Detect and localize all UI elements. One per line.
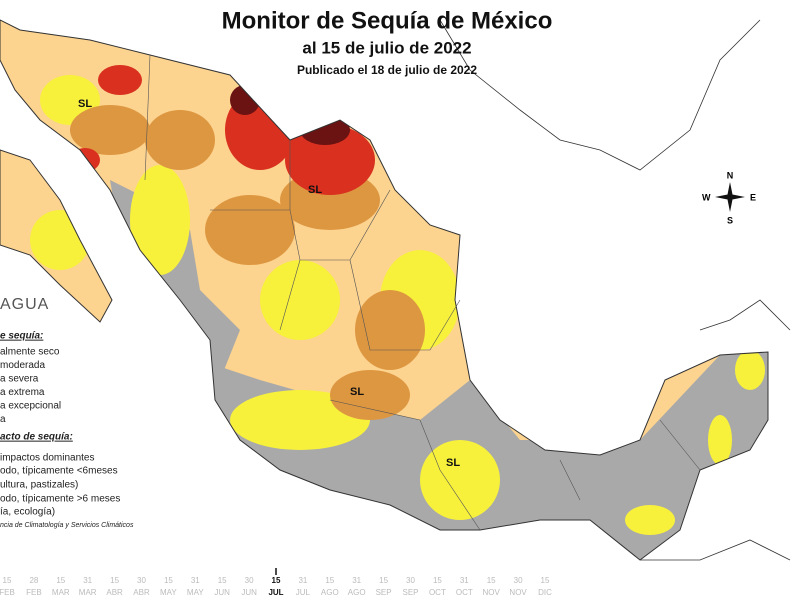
timeline-day: 30	[406, 576, 415, 585]
timeline-day: 15	[3, 576, 12, 585]
timeline-day: 15	[433, 576, 442, 585]
legend-title: acto de sequía:	[0, 432, 73, 443]
timeline-day: 31	[298, 576, 307, 585]
timeline-day: 28	[29, 576, 38, 585]
timeline-month: AGO	[321, 588, 339, 597]
timeline-day: 15	[487, 576, 496, 585]
map-label: SL	[78, 98, 92, 110]
legend-item: a severa	[0, 374, 39, 385]
legend-item: moderada	[0, 360, 45, 371]
legend-item: ultura, pastizales)	[0, 480, 78, 491]
timeline-day: 15	[56, 576, 65, 585]
timeline-day: 30	[514, 576, 523, 585]
compass-s: S	[727, 215, 733, 225]
legend-item: ía, ecología)	[0, 507, 55, 518]
timeline-day: 30	[245, 576, 254, 585]
timeline-month: MAY	[160, 588, 177, 597]
legend-item: almente seco	[0, 347, 60, 358]
central-america	[640, 539, 791, 561]
legend-item: odo, típicamente <6meses	[0, 466, 118, 477]
mexico-outline	[0, 19, 769, 561]
timeline: 15 FEB 28 FEB 15 MAR 31 MAR 15 ABR 30 ABR 15 MAY 31 MAY…	[0, 568, 552, 597]
timeline-month: AGO	[348, 588, 366, 597]
timeline-day: 31	[191, 576, 200, 585]
legend-item: impactos dominantes	[0, 453, 95, 464]
timeline-month: NOV	[509, 588, 527, 597]
timeline-month: ABR	[106, 588, 123, 597]
compass: N S E W	[702, 170, 756, 225]
legend-title: e sequía:	[0, 331, 43, 342]
timeline-month: MAR	[79, 588, 97, 597]
timeline-month: OCT	[456, 588, 473, 597]
timeline-day: 15	[541, 576, 550, 585]
timeline-month: JUL	[296, 588, 311, 597]
compass-n: N	[727, 170, 734, 180]
timeline-day: 15	[272, 576, 281, 585]
credit: ncia de Climatología y Servicios Climáti…	[0, 522, 134, 529]
legend: e sequía: acto de sequía: ncia de Climat…	[0, 331, 134, 529]
legend-item: a	[0, 414, 6, 425]
timeline-month: MAR	[52, 588, 70, 597]
legend-item: odo, típicamente >6 meses	[0, 494, 120, 505]
subtitle: al 15 de julio de 2022	[302, 38, 471, 57]
timeline-day: 15	[325, 576, 334, 585]
state-borders	[144, 54, 701, 531]
timeline-month: SEP	[402, 588, 418, 597]
timeline-month: SEP	[376, 588, 392, 597]
timeline-day: 31	[352, 576, 361, 585]
compass-w: W	[702, 192, 711, 202]
logo: AGUA	[0, 296, 49, 313]
timeline-day: 30	[137, 576, 146, 585]
timeline-month: MAY	[187, 588, 204, 597]
timeline-day: 15	[110, 576, 119, 585]
legend-item: a extrema	[0, 387, 45, 398]
timeline-month: FEB	[26, 588, 42, 597]
published: Publicado el 18 de julio de 2022	[297, 63, 477, 77]
cuba-coast	[699, 299, 791, 331]
timeline-month: FEB	[0, 588, 15, 597]
timeline-month: DIC	[538, 588, 552, 597]
timeline-day: 31	[460, 576, 469, 585]
timeline-month: ABR	[133, 588, 150, 597]
timeline-month: OCT	[429, 588, 446, 597]
title: Monitor de Sequía de México	[222, 7, 553, 34]
timeline-day: 15	[164, 576, 173, 585]
timeline-day: 15	[379, 576, 388, 585]
map-label: SL	[350, 386, 364, 398]
timeline-day: 15	[218, 576, 227, 585]
compass-e: E	[750, 192, 756, 202]
map-label: SL	[446, 457, 460, 469]
timeline-day: 31	[83, 576, 92, 585]
legend-item: a excepcional	[0, 401, 61, 412]
timeline-month: NOV	[483, 588, 501, 597]
map-label: SL	[308, 184, 322, 196]
timeline-month: JUN	[241, 588, 257, 597]
us-coast	[439, 19, 761, 171]
timeline-month: JUL	[268, 588, 283, 597]
timeline-month: JUN	[214, 588, 230, 597]
